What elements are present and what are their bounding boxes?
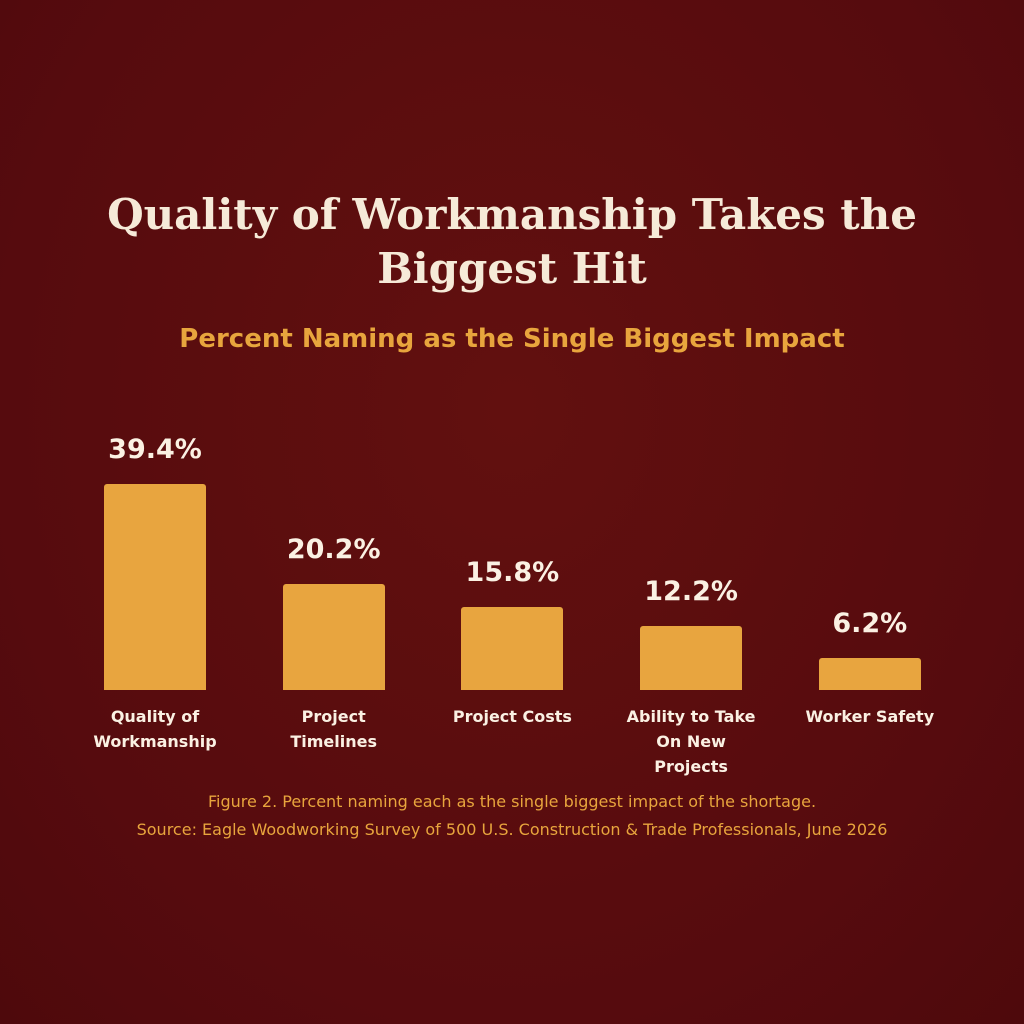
data-label: 12.2% [644,576,738,608]
data-label: 39.4% [108,433,202,465]
bar [282,584,385,690]
bar [640,626,743,690]
data-label: 6.2% [832,607,908,639]
bar [461,607,564,690]
chart-title: Quality of Workmanship Takes the Biggest… [107,190,917,293]
category-label: Worker Safety [805,707,935,726]
category-label: Project Timelines [290,707,378,751]
category-label: Project Costs [452,707,572,726]
caption: Figure 2. Percent naming each as the sin… [207,792,817,811]
bar [818,657,921,690]
data-label: 20.2% [286,534,381,566]
category-label: Quality of Workmanship [93,707,217,751]
source: Source: Eagle Woodworking Survey of 500 … [136,820,888,839]
data-label: 15.8% [465,557,560,589]
chart-subtitle: Percent Naming as the Single Biggest Imp… [179,324,845,354]
bar [104,483,206,690]
category-label: Ability to Take On New Projects [626,707,756,776]
